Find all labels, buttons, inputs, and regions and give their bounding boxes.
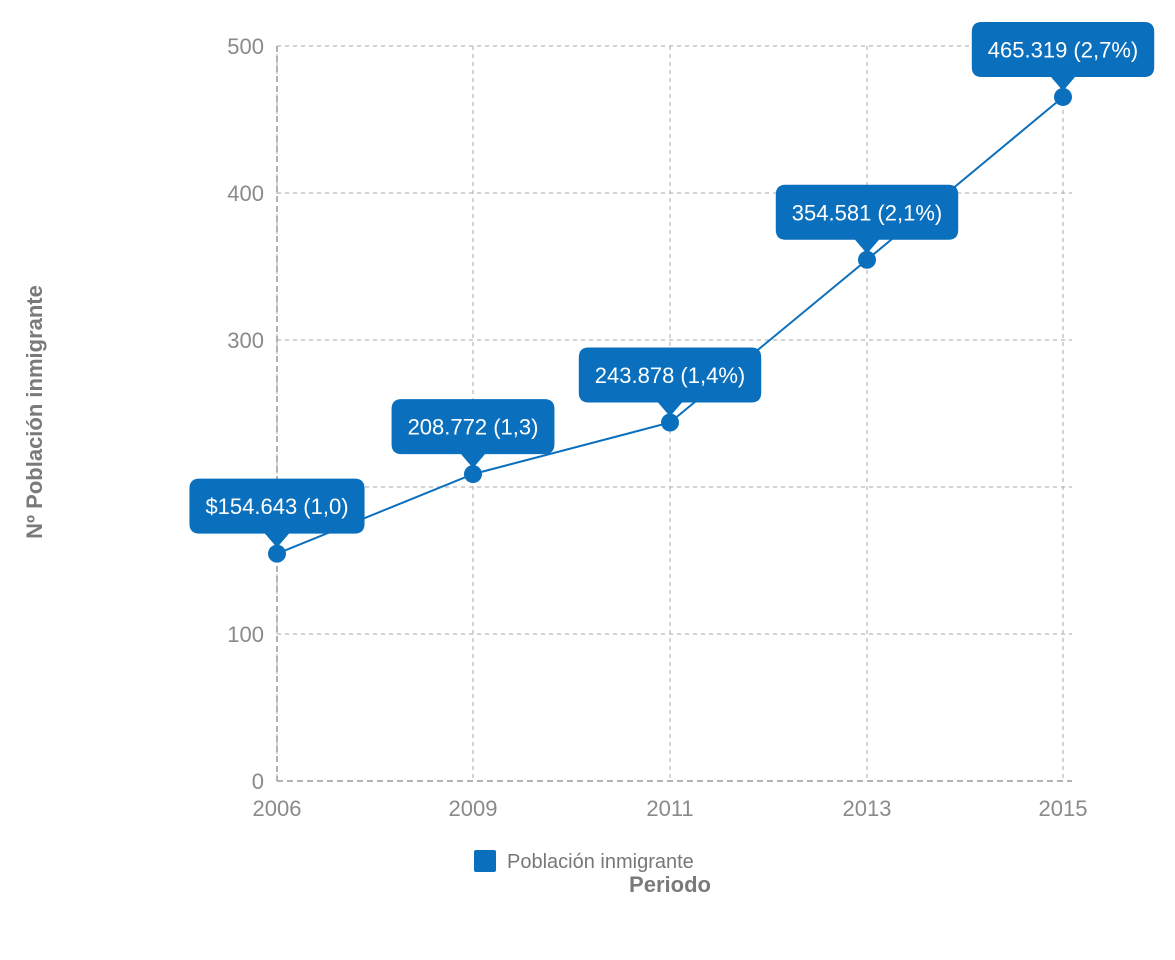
data-point[interactable] [464,465,482,484]
data-label: 465.319 (2,7%) [971,21,1155,91]
data-label-box [971,21,1155,91]
data-point[interactable] [268,544,286,563]
data-label-box [775,184,959,254]
x-tick-label: 2006 [253,796,302,821]
series-line [276,96,1064,555]
data-label-text: 208.772 (1,3) [408,415,539,440]
data-label-text: 465.319 (2,7%) [988,37,1138,62]
data-label-text: $154.643 (1,0) [205,494,348,519]
y-tick-label: 300 [227,328,264,353]
axes [276,46,1072,782]
y-tick-label: 500 [227,34,264,59]
data-label-box [391,399,555,469]
data-label-box [189,478,365,548]
data-point[interactable] [858,250,876,269]
data-point[interactable] [661,413,679,432]
x-tick-label: 2009 [449,796,498,821]
y-tick-label: 400 [227,181,264,206]
tick-labels: 010020030040050020062009201120132015 [227,34,1087,821]
x-tick-label: 2015 [1039,796,1088,821]
data-labels: $154.643 (1,0) 208.772 (1,3) 243.878 (1,4%… [189,21,1155,548]
x-tick-label: 2011 [646,796,693,821]
legend[interactable]: Población inmigrante [474,850,694,873]
data-label: $154.643 (1,0) [189,478,365,548]
data-label: 354.581 (2,1%) [775,184,959,254]
y-tick-label: 0 [252,769,264,794]
data-label-text: 243.878 (1,4%) [595,363,745,388]
data-points [268,87,1072,563]
legend-label: Población inmigrante [507,851,694,873]
data-label-text: 354.581 (2,1%) [792,200,942,225]
data-point[interactable] [1054,87,1072,106]
data-label: 208.772 (1,3) [391,399,555,469]
y-axis-title: Nº Población inmigrante [22,285,47,539]
x-axis-title: Periodo [629,872,711,897]
data-label-box [578,347,762,417]
legend-swatch [474,850,496,872]
x-tick-label: 2013 [843,796,892,821]
y-tick-label: 100 [227,622,264,647]
series-lines [276,96,1064,555]
data-label: 243.878 (1,4%) [578,347,762,417]
